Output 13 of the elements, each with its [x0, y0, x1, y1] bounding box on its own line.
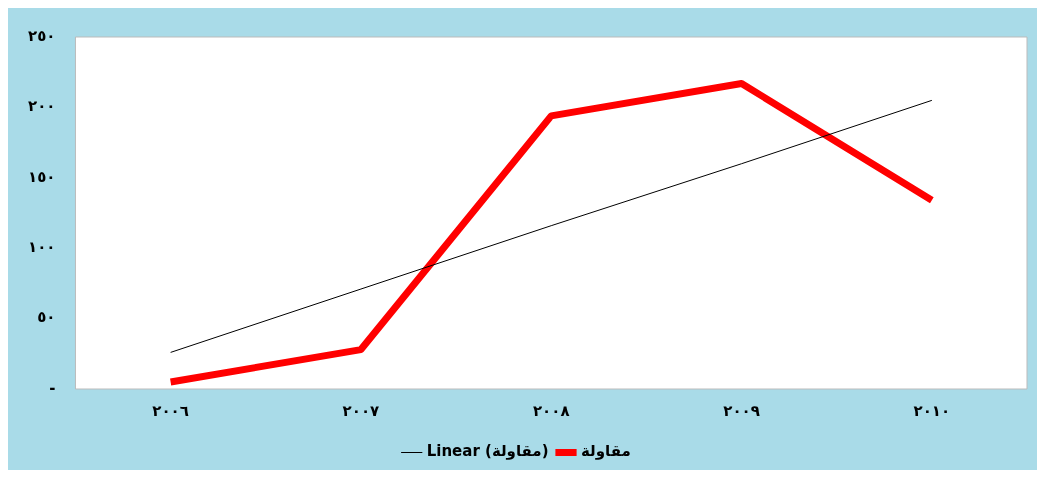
y-tick-label: ٥٠ [37, 308, 56, 327]
x-tick-label: ٢٠٠٧ [342, 401, 380, 420]
y-tick-label: ٢٠٠ [28, 97, 56, 116]
y-tick-label: ١٠٠ [28, 238, 56, 257]
x-tick-label: ٢٠٠٨ [532, 401, 570, 420]
legend-label: مقاولة [581, 442, 631, 461]
y-tick-label: ١٥٠ [28, 167, 56, 186]
y-tick-label: - [49, 378, 56, 397]
legend-label: Linear (مقاولة) [426, 442, 549, 461]
y-tick-label: ٢٥٠ [28, 26, 56, 45]
x-tick-label: ٢٠٠٦ [152, 401, 189, 420]
x-tick-label: ٢٠١٠ [913, 401, 951, 420]
x-tick-label: ٢٠٠٩ [723, 401, 760, 420]
